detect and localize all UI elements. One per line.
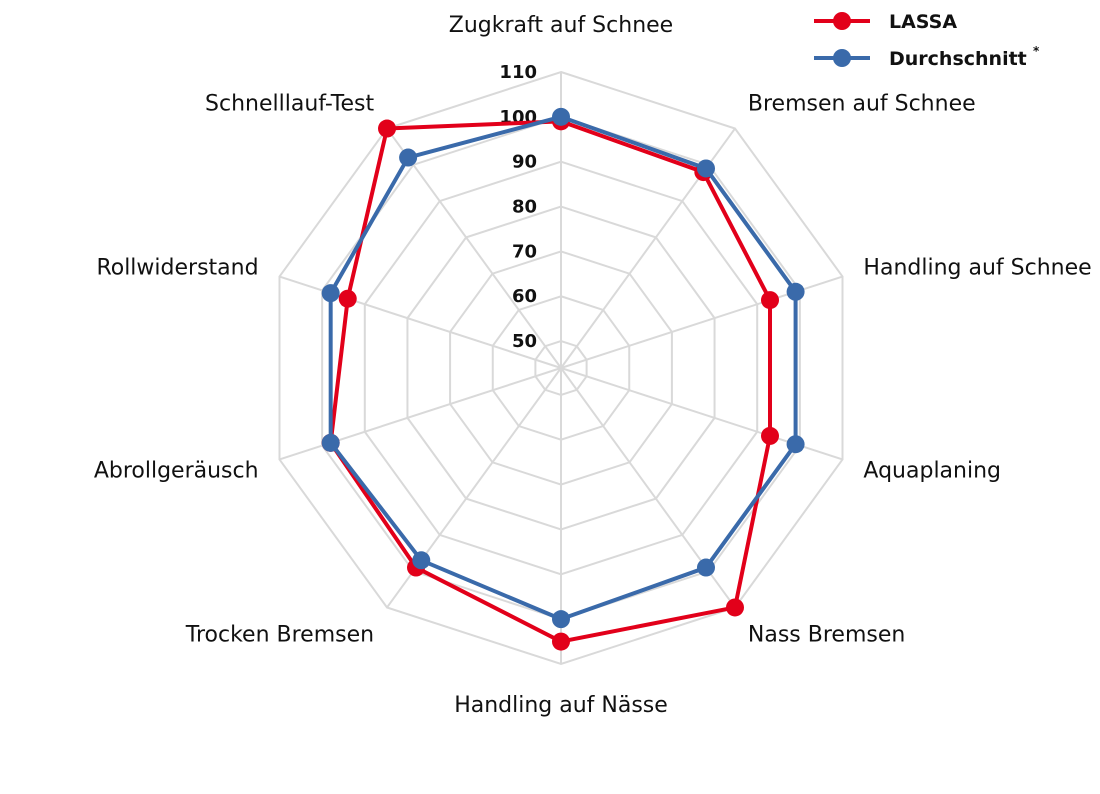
tick-label-90: 90 [512,152,537,173]
point-lassa-aquaplaning[interactable] [761,426,780,445]
series-layer [321,107,805,651]
category-label-rollwiderstand: Rollwiderstand [96,256,258,281]
tick-label-70: 70 [512,241,537,262]
point-lassa-schnelllauf-test[interactable] [378,119,397,138]
point-durchschnitt-aquaplaning[interactable] [786,435,805,454]
radar-grid [278,70,844,666]
category-label-bremsen-auf-schnee: Bremsen auf Schnee [748,92,976,117]
grid-spoke-schnelllauf-test [386,127,562,369]
legend-marker-lassa [833,12,851,30]
point-lassa-rollwiderstand[interactable] [338,289,357,308]
point-durchschnitt-rollwiderstand[interactable] [321,284,340,303]
tick-label-50: 50 [512,331,537,352]
point-lassa-nass-bremsen[interactable] [725,598,744,617]
point-lassa-handling-auf-schnee[interactable] [761,291,780,310]
legend: LASSA Durchschnitt * [814,11,1040,70]
point-durchschnitt-trocken-bremsen[interactable] [412,551,431,570]
point-durchschnitt-nass-bremsen[interactable] [696,558,715,577]
category-label-nass-bremsen: Nass Bremsen [748,622,905,647]
point-durchschnitt-zugkraft-auf-schnee[interactable] [552,107,570,126]
category-labels: Zugkraft auf Schnee Bremsen auf Schnee Han… [94,13,1092,718]
legend-asterisk: * [1033,44,1040,58]
category-label-schnelllauf-test: Schnelllauf-Test [205,92,374,117]
point-durchschnitt-handling-auf-schnee[interactable] [786,282,805,301]
category-label-abrollgeraeusch: Abrollgeräusch [94,458,259,483]
category-label-handling-auf-schnee: Handling auf Schnee [863,256,1091,281]
point-durchschnitt-schnelllauf-test[interactable] [399,148,418,167]
point-durchschnitt-abrollgeraeusch[interactable] [321,433,340,452]
tick-label-80: 80 [512,197,537,218]
point-durchschnitt-handling-auf-naesse[interactable] [552,610,570,629]
legend-item-lassa[interactable]: LASSA [814,11,957,33]
category-label-handling-auf-naesse: Handling auf Nässe [454,693,668,718]
point-durchschnitt-bremsen-auf-schnee[interactable] [696,159,715,178]
point-lassa-handling-auf-naesse[interactable] [552,632,570,651]
legend-label-lassa: LASSA [889,11,957,33]
tick-label-110: 110 [499,62,537,83]
legend-label-durchschnitt: Durchschnitt [889,48,1027,70]
category-label-zugkraft-auf-schnee: Zugkraft auf Schnee [449,13,673,38]
series-durchschnitt [321,107,805,629]
legend-marker-durchschnitt [833,49,851,67]
legend-item-durchschnitt[interactable]: Durchschnitt * [814,44,1040,70]
tick-label-60: 60 [512,286,537,307]
category-label-aquaplaning: Aquaplaning [863,458,1001,483]
category-label-trocken-bremsen: Trocken Bremsen [185,622,374,647]
